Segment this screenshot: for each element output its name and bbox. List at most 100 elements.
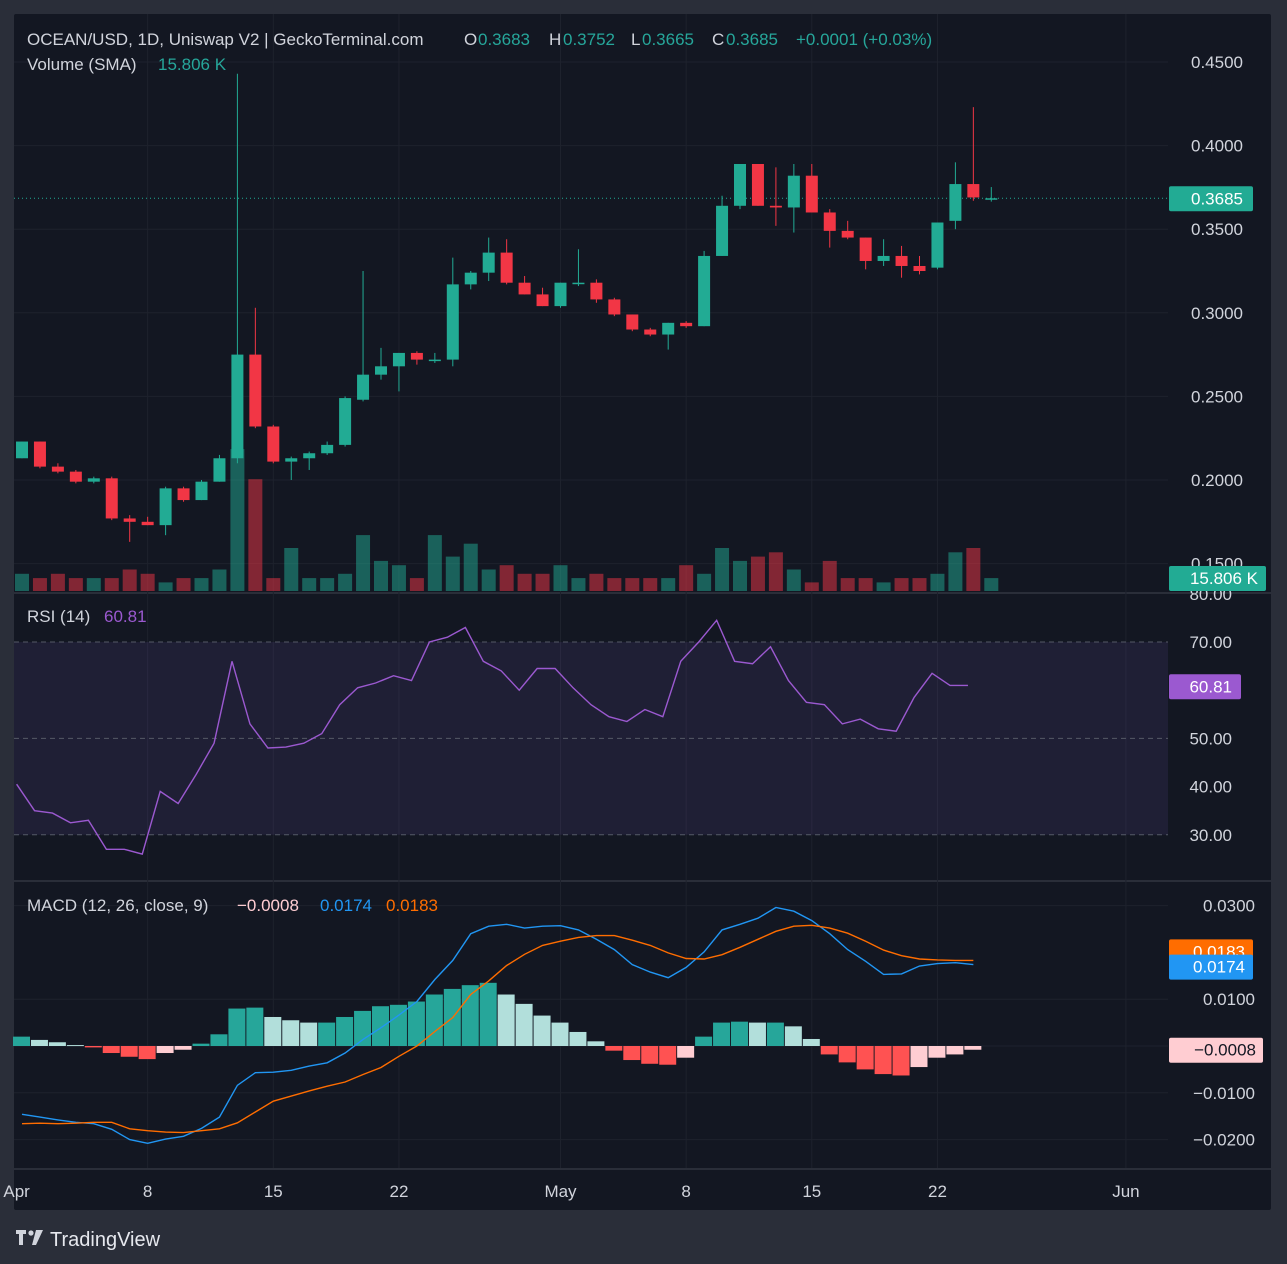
macd-histogram-bar (138, 1046, 156, 1060)
volume-bar (679, 565, 694, 591)
candle-body (662, 322, 675, 335)
candle-body (805, 175, 818, 213)
volume-bar (284, 548, 299, 591)
volume-bar (391, 565, 406, 591)
candle-body (931, 222, 944, 268)
price-badge (1169, 186, 1253, 212)
candle-body (213, 458, 226, 482)
x-tick-label: 22 (928, 1182, 947, 1201)
symbol-title: OCEAN/USD, 1D, Uniswap V2 | GeckoTermina… (27, 30, 423, 49)
macd-legend-label: MACD (12, 26, close, 9) (27, 896, 208, 915)
candle-body (895, 255, 908, 266)
macd-histogram-bar (174, 1046, 192, 1050)
candle-body (267, 426, 280, 462)
candle-body (428, 359, 441, 362)
candle-body (16, 441, 28, 459)
volume-bar (302, 578, 317, 591)
tradingview-brand[interactable]: TradingView (50, 1229, 161, 1251)
macd-tick-label: 0.0300 (1203, 897, 1255, 916)
price-pane[interactable] (14, 73, 1168, 542)
macd-histogram-bar (713, 1022, 731, 1046)
x-tick-label: 22 (389, 1182, 408, 1201)
macd-pane[interactable] (13, 906, 982, 1145)
candle-body (195, 481, 208, 501)
candle-body (716, 205, 729, 256)
price-tick-label: 0.4000 (1191, 137, 1243, 156)
volume-bar (140, 573, 155, 591)
macd-histogram-bar (120, 1046, 138, 1057)
macd-histogram-bar (856, 1046, 874, 1070)
volume-bar (930, 573, 945, 591)
tradingview-logo-icon[interactable] (16, 1230, 43, 1245)
rsi-pane[interactable] (14, 618, 1168, 855)
macd-histogram-bar (533, 1015, 551, 1046)
volume-pane[interactable] (15, 449, 999, 591)
candle-body (177, 488, 190, 501)
volume-bar (463, 543, 478, 591)
ohlc-close-label: C (712, 30, 724, 49)
volume-bar (230, 449, 245, 591)
candle-body (500, 252, 513, 283)
price-change: +0.0001 (+0.03%) (796, 30, 932, 49)
candle-body (339, 398, 352, 445)
rsi-tick-label: 50.00 (1189, 729, 1232, 748)
macd-tick-label: −0.0200 (1193, 1131, 1255, 1150)
macd-histogram-bar (389, 1004, 407, 1046)
hist-badge (1169, 1037, 1263, 1063)
macd-legend-signal: 0.0183 (386, 896, 438, 915)
candle-body (123, 518, 136, 522)
macd-histogram-bar (13, 1036, 30, 1046)
candle-body (554, 282, 567, 307)
volume-bar (176, 578, 191, 591)
candle-body (357, 374, 370, 400)
macd-histogram-bar (336, 1016, 354, 1046)
volume-badge (1169, 566, 1266, 591)
candle-body (734, 163, 746, 206)
rsi-legend-value: 60.81 (104, 607, 147, 626)
macd-histogram-bar (587, 1041, 605, 1046)
x-tick-label: May (544, 1182, 577, 1201)
volume-bar (427, 535, 442, 591)
ohlc-close-value: 0.3685 (726, 30, 778, 49)
candle-body (644, 329, 657, 335)
volume-bar (266, 578, 281, 591)
candle-body (841, 230, 854, 238)
volume-bar (15, 573, 29, 591)
ohlc-high-value: 0.3752 (563, 30, 615, 49)
price-tick-label: 0.3000 (1191, 304, 1243, 323)
candle-body (698, 255, 711, 327)
x-tick-label: 8 (143, 1182, 152, 1201)
volume-bar (374, 560, 388, 591)
candle-body (572, 282, 585, 285)
macd-histogram-bar (318, 1022, 336, 1046)
volume-legend-value: 15.806 K (158, 55, 227, 74)
price-tick-label: 0.3500 (1191, 220, 1243, 239)
volume-bar (158, 582, 173, 591)
rsi-tick-label: 70.00 (1189, 633, 1232, 652)
candle-body (518, 282, 531, 295)
volume-bar (517, 573, 532, 591)
ohlc-high-label: H (549, 30, 561, 49)
macd-histogram-bar (354, 1010, 372, 1046)
macd-histogram-bar (66, 1045, 84, 1047)
volume-bar (122, 569, 137, 591)
volume-bar (733, 560, 747, 591)
volume-badge-label: 15.806 K (1190, 569, 1259, 588)
volume-bar (661, 578, 676, 591)
volume-bar (68, 578, 83, 591)
volume-bar (607, 578, 622, 591)
macd-histogram-bar (928, 1046, 946, 1058)
volume-bar (338, 573, 353, 591)
x-tick-label: Jun (1112, 1182, 1139, 1201)
macd-histogram-bar (695, 1036, 713, 1046)
candle-body (410, 352, 423, 360)
candle-body (105, 478, 118, 519)
candle-body (751, 163, 764, 206)
macd-histogram-bar (766, 1022, 784, 1046)
price-badge-label: 0.3685 (1191, 189, 1243, 208)
price-tick-label: 0.2500 (1191, 387, 1243, 406)
candle-body (285, 458, 298, 462)
rsi-line (16, 618, 968, 855)
macd-histogram-bar (246, 1007, 264, 1046)
macd-histogram-bar (677, 1046, 695, 1058)
